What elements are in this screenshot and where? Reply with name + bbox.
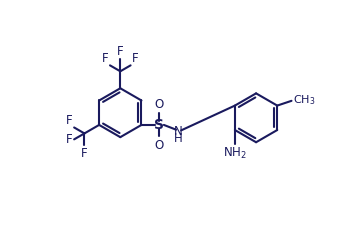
Text: F: F (117, 45, 124, 58)
Text: O: O (155, 139, 164, 152)
Text: F: F (66, 114, 73, 127)
Text: N: N (173, 125, 182, 137)
Text: CH$_3$: CH$_3$ (293, 93, 315, 107)
Text: S: S (154, 118, 164, 132)
Text: F: F (132, 52, 138, 65)
Text: F: F (81, 147, 88, 160)
Text: F: F (102, 52, 109, 65)
Text: O: O (155, 98, 164, 111)
Text: NH$_2$: NH$_2$ (223, 146, 247, 161)
Text: H: H (173, 132, 182, 145)
Text: F: F (66, 133, 73, 146)
